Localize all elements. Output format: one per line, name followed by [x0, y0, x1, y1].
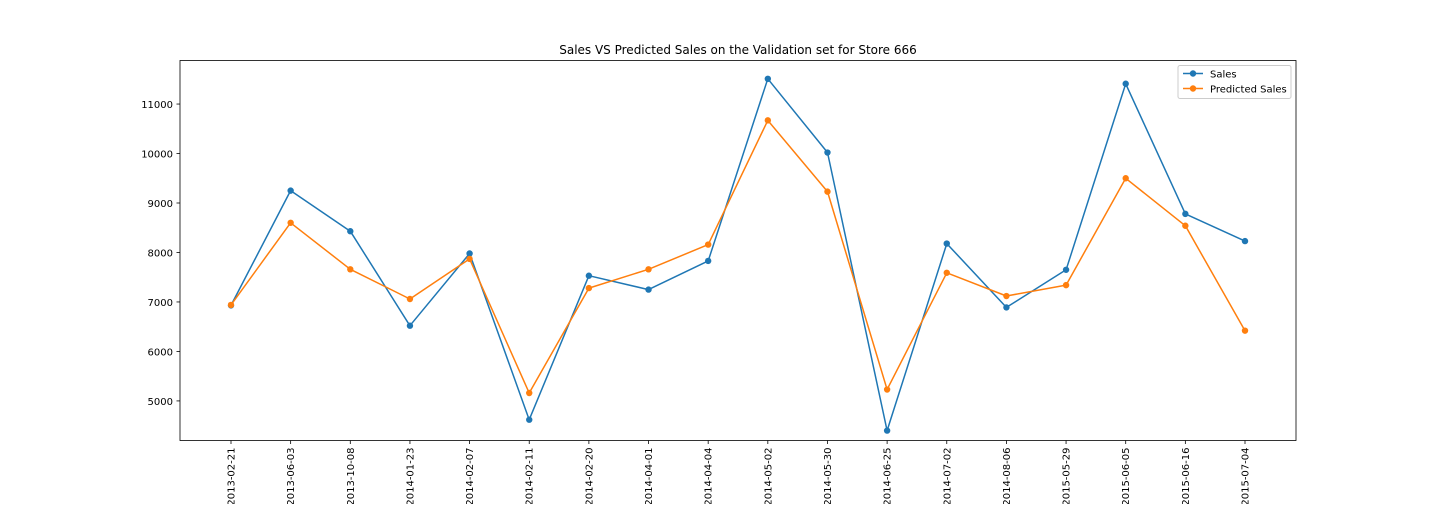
data-point [883, 386, 891, 393]
x-tick-label: 2014-02-07 [465, 448, 476, 504]
data-point [227, 301, 235, 309]
data-point [764, 117, 772, 124]
data-point [466, 255, 473, 263]
legend-label: Sales [1210, 70, 1237, 81]
x-axis: 2013-02-21 2013-06-03 2013-10-08 2014-01-23… [227, 440, 1252, 506]
data-point [347, 228, 354, 235]
data-point [1182, 222, 1189, 229]
y-tick-label: 8000 [148, 248, 173, 259]
x-tick-label: 2014-08-06 [1002, 448, 1013, 505]
legend-marker [1189, 70, 1197, 77]
data-point [287, 187, 294, 194]
data-point [645, 266, 652, 273]
x-tick-label: 2014-05-30 [823, 448, 834, 505]
legend-frame [1177, 65, 1292, 99]
y-axis: 5000 6000 7000 8000 9000 10000 11000 [141, 100, 180, 408]
legend-entry: Sales [1183, 70, 1237, 81]
axes-frame [179, 60, 1297, 441]
data-point [1182, 210, 1189, 218]
data-point [585, 272, 593, 279]
x-tick-label: 2014-06-25 [883, 448, 894, 505]
series-predicted-sales [227, 117, 1249, 397]
data-point [1062, 266, 1070, 273]
x-tick-label: 2014-07-02 [942, 448, 953, 505]
x-tick-label: 2014-04-01 [644, 448, 655, 505]
data-point [585, 284, 593, 292]
data-point [1003, 292, 1010, 300]
data-point [1062, 281, 1070, 289]
x-tick-label: 2015-07-04 [1241, 448, 1252, 505]
data-point [943, 240, 950, 247]
data-point [943, 269, 950, 276]
y-tick-label: 10000 [141, 150, 173, 161]
y-tick-label: 11000 [141, 100, 173, 111]
y-tick-label: 9000 [148, 199, 173, 210]
legend: Sales Predicted Sales [1177, 65, 1292, 99]
x-tick-label: 2014-02-11 [525, 448, 536, 505]
series-line [230, 119, 1246, 394]
data-point [1122, 175, 1129, 182]
x-tick-label: 2014-01-23 [405, 448, 416, 505]
legend-entry: Predicted Sales [1183, 85, 1287, 96]
data-point [824, 149, 831, 156]
chart-title: Sales VS Predicted Sales on the Validati… [559, 43, 917, 57]
data-point [824, 188, 831, 195]
data-point [764, 75, 772, 83]
data-point [287, 219, 294, 226]
data-point [704, 257, 712, 265]
data-point [406, 295, 414, 303]
x-tick-label: 2013-06-03 [286, 448, 297, 505]
y-tick-label: 7000 [148, 298, 173, 309]
chart-marks [227, 75, 1249, 434]
x-tick-label: 2015-06-05 [1121, 448, 1132, 505]
y-tick-label: 6000 [148, 347, 173, 358]
data-point [526, 389, 533, 397]
legend-label: Predicted Sales [1210, 85, 1287, 96]
data-point [883, 427, 891, 434]
x-tick-label: 2015-06-16 [1181, 448, 1192, 505]
data-point [526, 416, 533, 423]
data-point [347, 266, 354, 273]
data-point [1122, 80, 1129, 87]
x-tick-label: 2014-04-04 [704, 448, 715, 505]
y-tick-label: 5000 [148, 397, 173, 408]
x-tick-label: 2014-05-02 [763, 448, 774, 505]
x-tick-label: 2013-10-08 [346, 448, 357, 505]
data-point [466, 250, 473, 257]
series-line [230, 78, 1246, 432]
data-point [704, 241, 712, 248]
x-tick-label: 2014-02-20 [584, 448, 595, 505]
data-point [1241, 327, 1249, 334]
data-point [645, 286, 652, 293]
x-tick-label: 2015-05-29 [1062, 448, 1073, 505]
data-point [406, 322, 414, 329]
data-point [1003, 304, 1010, 311]
legend-marker [1189, 85, 1197, 92]
data-point [1241, 237, 1249, 245]
x-tick-label: 2013-02-21 [227, 448, 238, 505]
